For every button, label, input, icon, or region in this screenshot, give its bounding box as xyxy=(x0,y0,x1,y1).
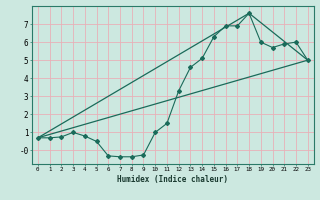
X-axis label: Humidex (Indice chaleur): Humidex (Indice chaleur) xyxy=(117,175,228,184)
